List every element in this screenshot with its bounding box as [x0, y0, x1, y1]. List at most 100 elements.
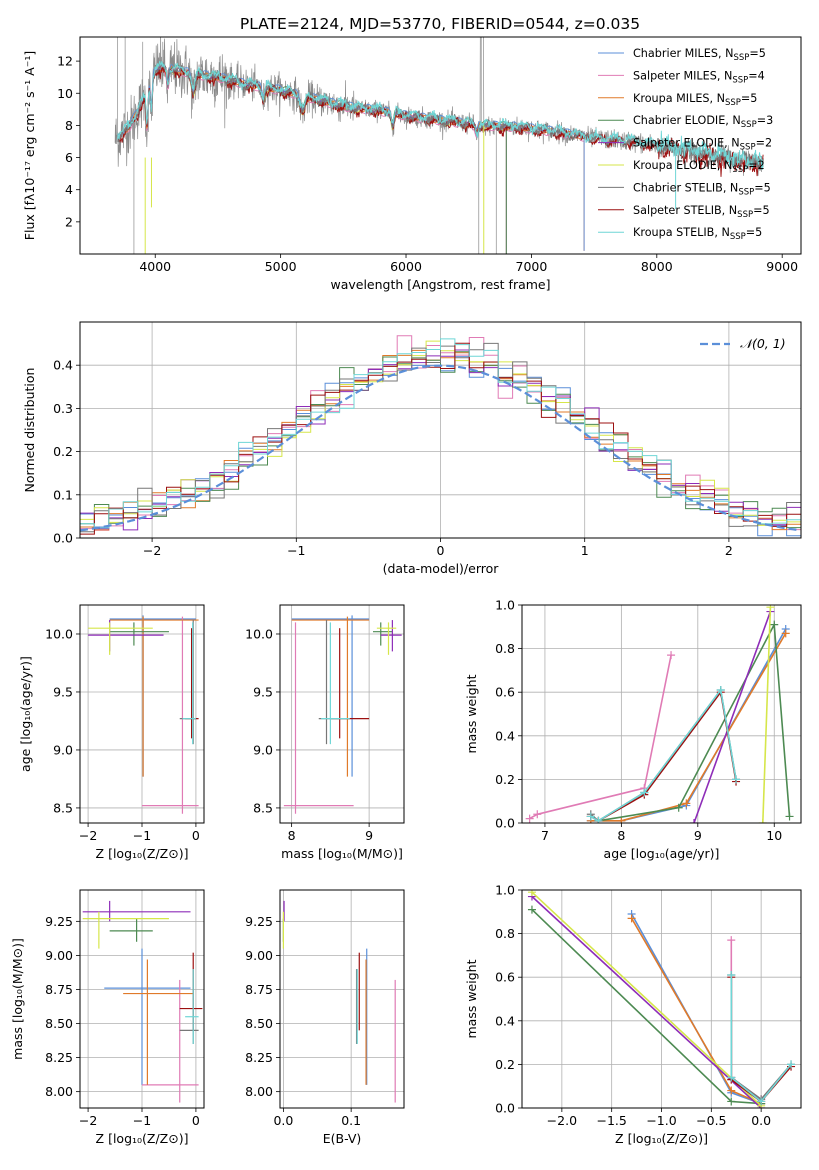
y-tick-label: 10 — [57, 86, 73, 101]
series-marker-kroupa_stelib — [640, 788, 649, 797]
y-tick-label: 0.2 — [53, 444, 73, 459]
x-tick-label: −2 — [143, 543, 161, 558]
histogram-chabrier_stelib — [80, 342, 801, 533]
y-tick-label: 8.50 — [245, 1016, 273, 1031]
panel-age_vs_Z: −2 −1 0 8.5 9.0 9.5 10.0 Z [log₁₀(Z/Z⊙)] age [lo… — [18, 604, 205, 861]
series-marker-kroupa_stelib — [732, 775, 741, 784]
normal-curve — [80, 364, 799, 532]
x-tick-label: 2 — [725, 543, 733, 558]
plot-area-massweight_vs_Z — [522, 890, 801, 1108]
axes-frame-massweight_vs_age — [521, 604, 802, 824]
series-line-kroupa_elodie — [531, 891, 762, 1107]
y-tick-label: 0.6 — [495, 970, 515, 985]
x-tick-label: 0 — [192, 1113, 200, 1128]
series-line-kroupa_elodie — [762, 607, 772, 823]
series-marker-salpeter_miles — [525, 814, 534, 823]
series-marker-kroupa_stelib — [757, 1097, 766, 1106]
errorbar-chabrier_elodie — [373, 622, 393, 646]
errorbar-kroupa_stelib — [321, 622, 350, 745]
series-marker-kroupa_miles — [627, 914, 636, 923]
y-tick-label: 9.5 — [253, 684, 273, 699]
series-kroupa_elodie — [758, 605, 775, 823]
legend-label-kroupa_stelib: Kroupa STELIB, NSSP=5 — [633, 226, 762, 242]
series-chabrier_elodie — [527, 905, 766, 1108]
errorbar-kroupa_elodie — [82, 911, 169, 949]
y-tick-label: 8.5 — [53, 800, 73, 815]
errorbar-kroupa_elodie — [88, 622, 153, 655]
errorbar-salpeter_elodie — [82, 900, 191, 922]
errorbar-chabrier_miles — [291, 615, 370, 777]
y-tick-label: 9.0 — [53, 742, 73, 757]
series-marker-kroupa_stelib — [727, 1073, 736, 1082]
errorbar-salpeter_elodie — [88, 620, 164, 652]
y-tick-label: 0.8 — [495, 926, 515, 941]
axes-frame-age_vs_Z — [79, 604, 205, 824]
x-tick-label: 0 — [437, 543, 445, 558]
series-chabrier_miles — [627, 909, 766, 1108]
x-tick-label: 1 — [581, 543, 589, 558]
errorbar-salpeter_stelib — [179, 952, 203, 1031]
y-axis-label: mass [log₁₀(M/M⊙)] — [10, 938, 25, 1060]
y-tick-label: 2 — [65, 214, 73, 229]
series-salpeter_stelib — [586, 688, 741, 823]
series-marker-kroupa_miles — [781, 629, 790, 638]
y-axis-label: age [log₁₀(age/yr)] — [18, 656, 33, 772]
errorbar-kroupa_miles — [123, 959, 194, 1085]
x-axis-label: wavelength [Angstrom, rest frame] — [330, 277, 550, 292]
x-tick-label: 10 — [766, 828, 782, 843]
x-tick-label: 9 — [694, 828, 702, 843]
x-axis-label: E(B-V) — [323, 1131, 362, 1146]
errorbar-salpeter_miles — [142, 616, 199, 814]
series-line-kroupa_miles — [590, 632, 787, 822]
errorbar-salpeter_miles — [142, 979, 199, 1103]
plot-area-mass_vs_Z — [80, 890, 204, 1108]
series-marker-kroupa_miles — [727, 1086, 736, 1095]
series-marker-salpeter_elodie — [689, 819, 698, 823]
axes-frame-massweight_vs_Z — [521, 889, 802, 1109]
series-salpeter_miles — [525, 651, 676, 823]
panel-residuals: −2 −1 0 1 2 0.0 0.1 0.2 0.3 0.4 (data-model)/error… — [22, 321, 802, 576]
legend-label-kroupa_elodie: Kroupa ELODIE, NSSP=2 — [633, 159, 765, 175]
errorbar-kroupa_stelib — [182, 622, 196, 745]
errorbar-chabrier_stelib — [318, 620, 350, 745]
x-tick-label: 5000 — [265, 259, 297, 274]
y-tick-label: 9.0 — [253, 742, 273, 757]
legend-label-salpeter_stelib: Salpeter STELIB, NSSP=5 — [633, 204, 770, 220]
y-tick-label: 0.3 — [53, 401, 73, 416]
axes-frame-mass_vs_Z — [79, 889, 205, 1109]
x-tick-label: 7 — [541, 828, 549, 843]
series-marker-kroupa_elodie — [527, 890, 536, 897]
x-tick-label: 7000 — [516, 259, 548, 274]
y-tick-label: 8.25 — [45, 1050, 73, 1065]
axes-frame-residuals — [79, 321, 802, 539]
y-tick-label: 0.4 — [495, 728, 515, 743]
y-axis-label: Normed distribution — [22, 368, 37, 493]
series-line-chabrier_elodie — [598, 621, 791, 822]
series-marker-kroupa_stelib — [727, 971, 736, 980]
y-tick-label: 9.00 — [45, 948, 73, 963]
series-kroupa_stelib — [586, 686, 741, 823]
y-axis-label: mass weight — [464, 959, 479, 1038]
series-marker-kroupa_miles — [617, 816, 626, 823]
panel-massweight_vs_Z: −2.0 −1.5 −1.0 −0.5 0.0 0.0 0.2 0.4 0.6 0.8 1.0 Z [… — [464, 883, 802, 1146]
series-line-salpeter_elodie — [693, 611, 772, 823]
legend-label-salpeter_elodie: Salpeter ELODIE, NSSP=2 — [633, 137, 772, 153]
panel-mass_vs_Z: −2 −1 0 8.00 8.25 8.50 8.75 9.00 9.25 Z [log₁₀(Z/… — [10, 889, 205, 1146]
x-tick-label: 0 — [192, 828, 200, 843]
x-tick-label: 0.0 — [273, 1113, 293, 1128]
y-tick-label: 4 — [65, 182, 73, 197]
axes-frame-spectrum — [79, 36, 802, 255]
series-line-salpeter_elodie — [531, 895, 762, 1108]
errorbar-chabrier_elodie — [109, 622, 169, 646]
x-axis-label: Z [log₁₀(Z/Z⊙)] — [96, 1131, 189, 1146]
y-tick-label: 8.75 — [45, 982, 73, 997]
y-tick-label: 0.0 — [495, 816, 515, 831]
y-tick-label: 8.25 — [245, 1050, 273, 1065]
errorbar-salpeter_stelib — [185, 628, 199, 739]
errorbar-salpeter_stelib — [330, 628, 370, 739]
series-kroupa_elodie — [527, 890, 766, 1108]
y-tick-label: 0.4 — [495, 1013, 515, 1028]
series-marker-kroupa_miles — [682, 799, 691, 808]
x-axis-label: Z [log₁₀(Z/Z⊙)] — [96, 846, 189, 861]
panel-spectrum: 4000 5000 6000 7000 8000 9000 2 4 6 8 10 12 waveleng… — [22, 36, 802, 292]
